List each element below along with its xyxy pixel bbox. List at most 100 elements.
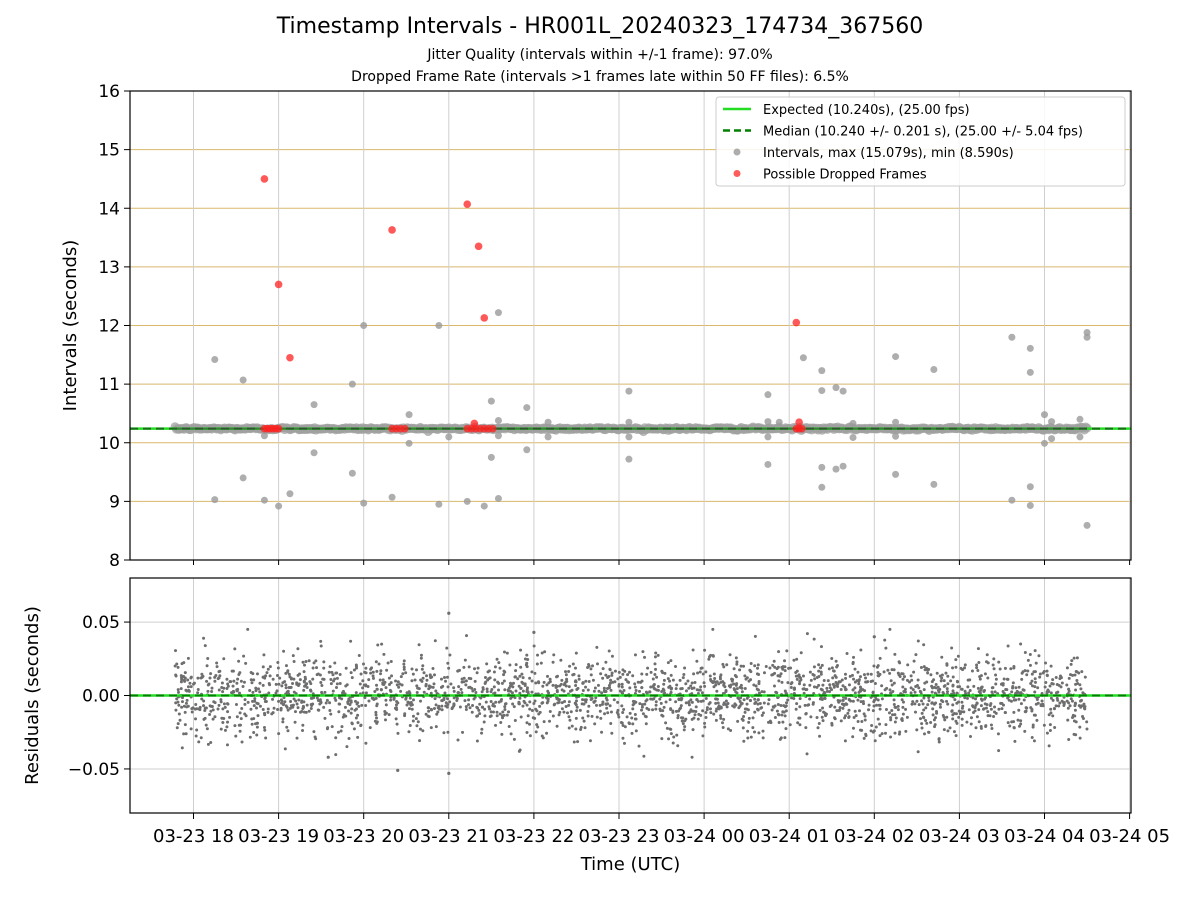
residual-point bbox=[337, 710, 341, 714]
residual-points bbox=[173, 611, 1089, 775]
residual-point bbox=[287, 672, 291, 676]
residual-point bbox=[743, 674, 747, 678]
residual-point bbox=[900, 698, 904, 702]
residual-point bbox=[536, 725, 540, 729]
residual-point bbox=[856, 670, 860, 674]
residual-point bbox=[1054, 704, 1058, 708]
residual-point bbox=[553, 702, 557, 706]
residual-point bbox=[356, 735, 360, 739]
residual-point bbox=[646, 666, 650, 670]
residual-point bbox=[762, 690, 766, 694]
xtick-label: 03-23 20 bbox=[323, 826, 404, 847]
residual-point bbox=[610, 671, 614, 675]
residual-point bbox=[476, 666, 480, 670]
residual-point bbox=[712, 685, 716, 689]
residual-point bbox=[783, 714, 787, 718]
residual-point bbox=[776, 674, 780, 678]
residual-point bbox=[620, 682, 624, 686]
residual-point bbox=[898, 675, 902, 679]
residual-point bbox=[354, 716, 358, 720]
residual-point bbox=[493, 665, 497, 669]
residual-point bbox=[722, 665, 726, 669]
residual-point bbox=[976, 647, 980, 651]
residual-point bbox=[326, 726, 330, 730]
residual-point bbox=[513, 675, 517, 679]
residual-point bbox=[255, 733, 259, 737]
interval-outlier-point bbox=[832, 465, 840, 473]
residual-point bbox=[715, 697, 719, 701]
residual-point bbox=[593, 722, 597, 726]
residual-point bbox=[323, 690, 327, 694]
residual-point bbox=[588, 739, 592, 743]
residual-point bbox=[795, 669, 799, 673]
interval-ytick-label: 13 bbox=[98, 258, 120, 278]
residual-point bbox=[333, 661, 337, 665]
residual-point bbox=[946, 702, 950, 706]
residual-point bbox=[640, 703, 644, 707]
residual-point bbox=[315, 696, 319, 700]
residual-point bbox=[999, 682, 1003, 686]
residual-point bbox=[176, 688, 180, 692]
residual-point bbox=[598, 703, 602, 707]
residual-point bbox=[374, 660, 378, 664]
residual-point bbox=[699, 685, 703, 689]
residual-point bbox=[293, 720, 297, 724]
residual-point bbox=[429, 707, 433, 711]
residual-point bbox=[395, 683, 399, 687]
residual-point bbox=[341, 715, 345, 719]
residual-point bbox=[555, 674, 559, 678]
residual-point bbox=[812, 685, 816, 689]
residual-point bbox=[888, 688, 892, 692]
residual-point bbox=[668, 698, 672, 702]
residual-point bbox=[969, 734, 973, 738]
residual-point bbox=[442, 675, 446, 679]
residual-point bbox=[488, 714, 492, 718]
residual-point bbox=[352, 668, 356, 672]
residual-point bbox=[563, 700, 567, 704]
residual-point bbox=[292, 697, 296, 701]
residual-point bbox=[966, 685, 970, 689]
residual-point bbox=[762, 701, 766, 705]
residual-point bbox=[851, 688, 855, 692]
residual-point bbox=[411, 714, 415, 718]
residual-point bbox=[737, 697, 741, 701]
residual-point bbox=[516, 677, 520, 681]
residual-point bbox=[618, 689, 622, 693]
residual-point bbox=[209, 672, 213, 676]
residual-point bbox=[367, 678, 371, 682]
residual-point bbox=[735, 660, 739, 664]
residual-point bbox=[651, 708, 655, 712]
residual-point bbox=[195, 707, 199, 711]
residual-point bbox=[644, 722, 648, 726]
residual-point bbox=[387, 713, 391, 717]
residual-point bbox=[605, 706, 609, 710]
interval-outlier-point bbox=[1048, 435, 1056, 443]
residual-point bbox=[780, 680, 784, 684]
residual-point bbox=[1014, 686, 1018, 690]
residual-point bbox=[853, 667, 857, 671]
residual-point bbox=[1045, 731, 1049, 735]
residual-point bbox=[485, 662, 489, 666]
residual-point bbox=[909, 674, 913, 678]
residual-point bbox=[281, 703, 285, 707]
residual-point bbox=[525, 653, 529, 657]
residual-point bbox=[537, 712, 541, 716]
residual-point bbox=[392, 696, 396, 700]
residual-point bbox=[910, 702, 914, 706]
residual-point bbox=[690, 717, 694, 721]
residual-point bbox=[1069, 662, 1073, 666]
residual-point bbox=[503, 688, 507, 692]
residual-point bbox=[633, 717, 637, 721]
residual-point bbox=[744, 677, 748, 681]
residual-point bbox=[283, 680, 287, 684]
residual-point bbox=[960, 717, 964, 721]
residual-point bbox=[210, 689, 214, 693]
residual-point bbox=[922, 732, 926, 736]
residual-point bbox=[616, 700, 620, 704]
residual-point bbox=[862, 702, 866, 706]
residual-point bbox=[734, 656, 738, 660]
residual-point bbox=[512, 737, 516, 741]
residual-point bbox=[708, 707, 712, 711]
residual-point bbox=[184, 701, 188, 705]
residual-point bbox=[203, 706, 207, 710]
